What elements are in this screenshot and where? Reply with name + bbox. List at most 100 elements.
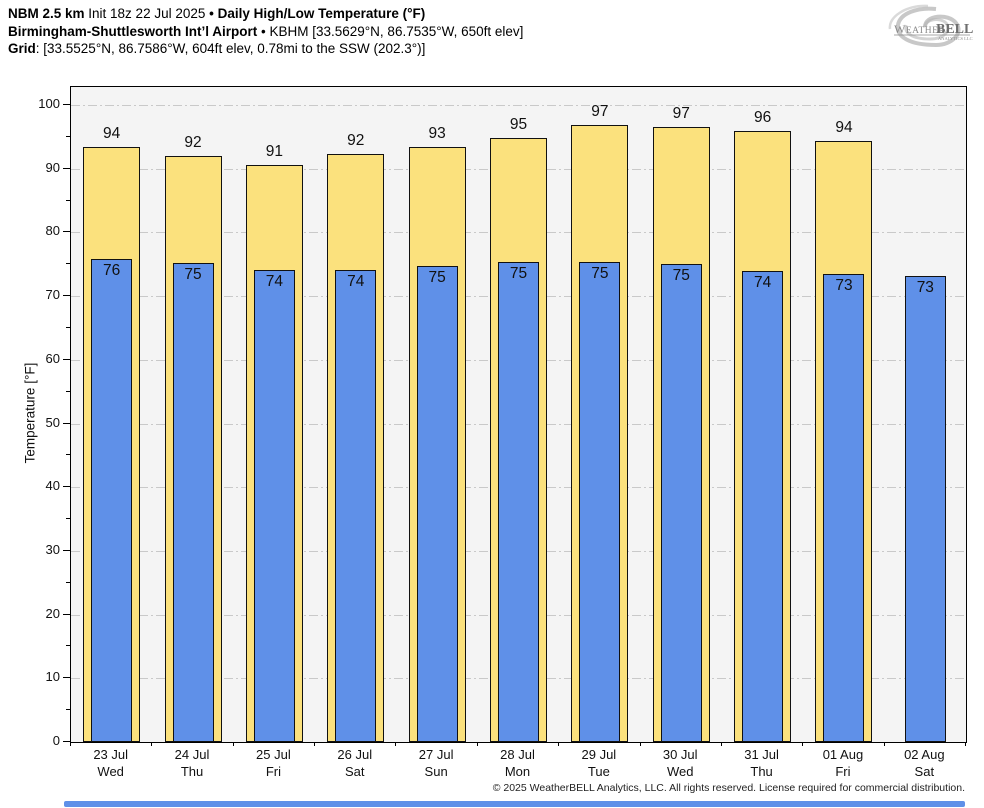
logo-subtext: ANALYTICS LLC: [938, 36, 973, 41]
low-value-label: 74: [753, 274, 772, 292]
y-major-tick: [63, 295, 70, 297]
x-boundary-tick: [476, 742, 478, 746]
x-tick-label: 02 Aug Sat: [883, 747, 965, 780]
low-value-label: 74: [265, 272, 284, 290]
copyright-notice: © 2025 WeatherBELL Analytics, LLC. All r…: [492, 782, 965, 794]
y-minor-tick: [66, 326, 70, 328]
low-value-label: 74: [347, 272, 365, 290]
low-value-label: 76: [103, 261, 121, 279]
low-value-label: 75: [509, 264, 528, 282]
y-major-tick: [63, 613, 70, 615]
y-tick-label: 40: [45, 478, 60, 494]
y-major-tick: [63, 486, 70, 488]
y-tick-label: 60: [45, 350, 60, 366]
y-tick-label: 20: [45, 605, 60, 621]
x-label-weekday: Sat: [345, 763, 365, 779]
y-major-tick: [63, 231, 70, 233]
x-tick-label: 31 Jul Thu: [721, 747, 803, 780]
high-value-label: 97: [672, 105, 690, 123]
x-label-date: 01 Aug: [822, 747, 864, 762]
y-minor-tick: [66, 454, 70, 456]
logo-weather-text: WEATHER: [894, 22, 945, 36]
high-value-label: 91: [265, 142, 284, 160]
x-label-weekday: Thu: [180, 763, 204, 779]
x-boundary-tick: [151, 742, 153, 746]
y-major-tick: [63, 549, 70, 551]
high-value-label: 92: [184, 133, 202, 151]
y-tick-label: 10: [45, 669, 60, 685]
y-tick-label: 100: [38, 96, 60, 111]
x-label-weekday: Sat: [914, 763, 935, 779]
x-boundary-tick: [314, 742, 316, 746]
x-boundary-tick: [70, 742, 71, 746]
x-tick-label: 27 Jul Sun: [395, 747, 477, 780]
x-label-date: 26 Jul: [337, 747, 373, 762]
station-name: Birmingham-Shuttlesworth Int’l Airport: [8, 23, 258, 39]
y-axis-title: Temperature [°F]: [22, 362, 38, 464]
low-bar: [416, 266, 458, 742]
y-tick-label: 80: [45, 223, 60, 239]
x-label-date: 23 Jul: [93, 747, 129, 762]
y-major-tick: [63, 677, 70, 679]
y-tick-label: 30: [45, 541, 60, 557]
gridline-100: [71, 105, 966, 106]
x-tick-label: 30 Jul Wed: [639, 747, 721, 780]
x-label-weekday: Wed: [666, 763, 694, 779]
y-tick-label: 70: [45, 287, 60, 303]
high-value-label: 96: [753, 109, 772, 127]
x-tick-label: 24 Jul Thu: [151, 747, 233, 780]
low-bar: [335, 269, 377, 742]
x-label-weekday: Thu: [750, 763, 773, 779]
x-tick-label: 25 Jul Fri: [232, 747, 314, 780]
x-label-date: 02 Aug: [904, 747, 945, 762]
high-value-label: 93: [428, 125, 446, 143]
low-bar: [904, 275, 946, 742]
horizontal-scrollbar-thumb[interactable]: [64, 801, 965, 807]
low-bar: [91, 258, 133, 742]
y-tick-label: 50: [45, 414, 60, 430]
x-boundary-tick: [965, 742, 966, 746]
x-tick-label: 28 Jul Mon: [477, 747, 559, 780]
y-minor-tick: [66, 199, 70, 201]
model-name: NBM 2.5 km: [8, 6, 85, 21]
x-boundary-tick: [639, 742, 641, 746]
y-minor-tick: [66, 390, 70, 392]
plot-area: 94 92 91 92 93 95 97 97 96 94 76 75 74 74 75 75 75 75 74 73…: [70, 86, 967, 743]
y-minor-tick: [66, 518, 70, 520]
y-major-tick: [63, 358, 70, 360]
logo-bell-text: BELL: [936, 22, 973, 37]
x-label-date: 24 Jul: [174, 747, 210, 762]
init-time: Init 18z 22 Jul 2025: [84, 6, 210, 21]
x-label-weekday: Fri: [265, 763, 281, 779]
y-major-tick: [63, 422, 70, 424]
x-tick-label: 29 Jul Tue: [558, 747, 640, 780]
x-boundary-tick: [802, 742, 804, 746]
x-label-date: 31 Jul: [744, 747, 779, 762]
y-minor-tick: [66, 709, 70, 711]
chart-header: NBM 2.5 km Init 18z 22 Jul 2025 • Daily …: [8, 5, 523, 58]
x-label-date: 28 Jul: [500, 747, 535, 762]
high-value-label: 92: [347, 132, 365, 150]
low-value-label: 73: [916, 278, 934, 296]
grid-coords: : [33.5525°N, 86.7586°W, 604ft elev, 0.7…: [35, 41, 426, 56]
grid-label: Grid: [8, 41, 36, 56]
x-label-date: 27 Jul: [418, 747, 454, 762]
x-label-weekday: Fri: [835, 763, 851, 779]
x-boundary-tick: [232, 742, 234, 746]
x-tick-label: 26 Jul Sat: [314, 747, 396, 780]
y-major-tick: [63, 104, 70, 105]
high-value-label: 95: [509, 116, 528, 134]
high-value-label: 94: [835, 119, 853, 137]
header-line-1: NBM 2.5 km Init 18z 22 Jul 2025 • Daily …: [8, 5, 523, 23]
low-value-label: 75: [428, 269, 446, 287]
y-minor-tick: [66, 263, 70, 265]
y-tick-label: 90: [45, 159, 60, 175]
x-boundary-tick: [395, 742, 397, 746]
x-tick-label: 23 Jul Wed: [70, 747, 152, 780]
x-label-weekday: Tue: [587, 763, 610, 779]
low-bar: [660, 264, 702, 742]
x-tick-label: 01 Aug Fri: [802, 747, 884, 780]
x-label-weekday: Sun: [424, 763, 448, 779]
x-label-date: 29 Jul: [581, 747, 617, 762]
